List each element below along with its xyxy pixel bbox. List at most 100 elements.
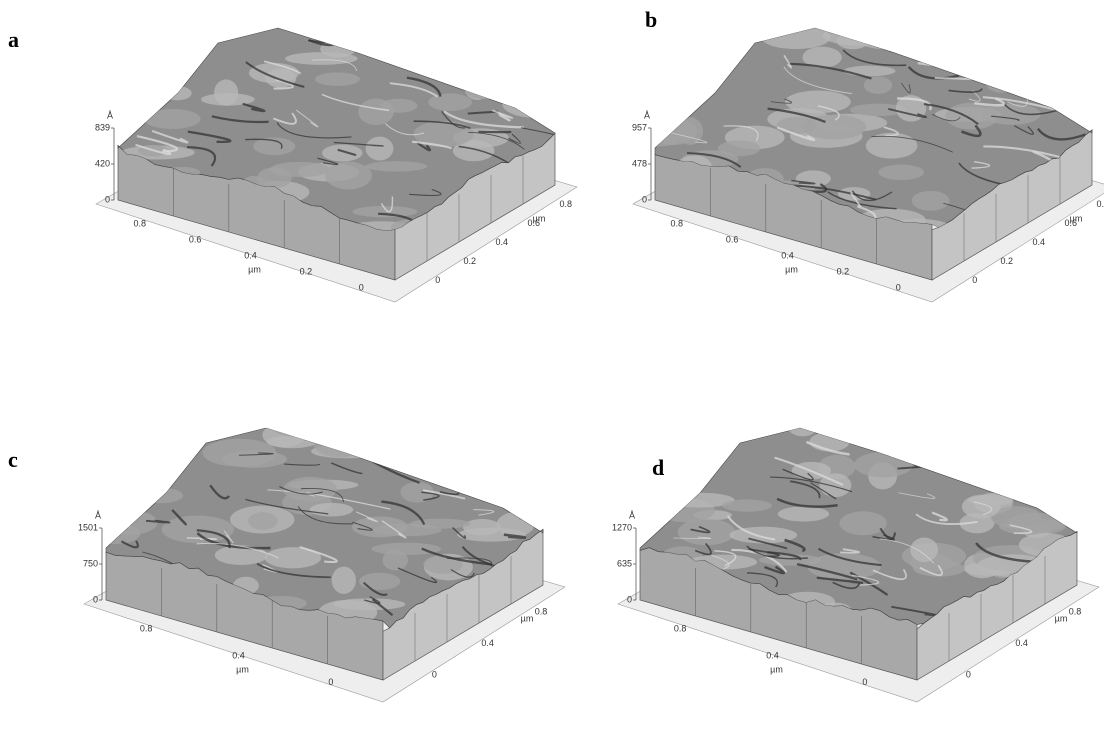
ridge — [468, 131, 525, 150]
ridge — [1055, 499, 1075, 509]
x-tick-label: 0.6 — [189, 234, 202, 244]
ridge — [782, 468, 814, 481]
ridge — [187, 130, 232, 144]
ridge — [767, 551, 802, 561]
ridge — [783, 66, 853, 95]
ridge — [1036, 127, 1086, 141]
highlight — [911, 190, 950, 211]
highlight — [371, 542, 442, 556]
ridge — [796, 562, 858, 581]
z-unit: Å — [644, 110, 650, 120]
ridge — [196, 532, 271, 550]
ridge — [120, 540, 139, 549]
ridge — [879, 538, 935, 564]
highlight — [428, 93, 473, 111]
ridge — [850, 192, 862, 208]
y-tick-label: 0 — [972, 275, 977, 285]
highlight — [854, 452, 913, 478]
ridge — [673, 536, 712, 539]
z-tick-label: 420 — [95, 158, 110, 168]
highlight — [352, 205, 418, 218]
z-tick-label: 0 — [642, 194, 647, 204]
highlight — [985, 73, 1019, 93]
ridge — [416, 141, 432, 152]
highlight — [863, 76, 893, 94]
x-tick-label: 0 — [328, 677, 333, 687]
y-unit: µm — [521, 613, 534, 623]
highlight — [1036, 93, 1092, 105]
ridge — [381, 520, 407, 539]
ridge — [421, 491, 440, 501]
ridge — [242, 102, 266, 113]
highlight — [106, 510, 158, 535]
ridge — [748, 537, 788, 550]
ridge — [362, 581, 388, 596]
ridge — [256, 562, 331, 579]
highlight — [761, 28, 831, 50]
ridge — [333, 141, 384, 147]
y-tick-label: 0 — [435, 275, 440, 285]
ridge — [901, 82, 911, 94]
ridge — [932, 113, 961, 122]
ridge — [136, 135, 178, 153]
panel: Å 957 478 0 0.8 0.6 0.4 0.2 0 µm 0 0.2 0.4 0.6 0.8 µm — [632, 27, 1104, 303]
ridge — [973, 501, 993, 516]
x-unit: µm — [785, 264, 798, 274]
z-tick-label: 0 — [93, 594, 98, 604]
ridge — [1007, 97, 1028, 107]
ridge — [330, 462, 363, 475]
ridge — [687, 152, 742, 168]
ridge — [245, 61, 305, 88]
ridge — [776, 497, 838, 508]
highlight — [257, 167, 292, 189]
x-unit: µm — [248, 264, 261, 274]
highlight — [313, 431, 367, 458]
y-unit: µm — [1070, 213, 1083, 223]
highlight — [722, 499, 772, 512]
ridge — [774, 456, 844, 486]
panel-label: c — [8, 447, 18, 472]
ridge — [789, 480, 821, 499]
highlight — [214, 545, 268, 566]
x-tick-label: 0.4 — [232, 650, 245, 660]
ridge — [263, 60, 302, 75]
highlight — [455, 477, 500, 492]
highlight — [655, 117, 698, 146]
z-tick-label: 478 — [632, 158, 647, 168]
highlight — [802, 114, 867, 140]
surface — [105, 427, 544, 629]
ridge — [337, 148, 357, 156]
z-unit: Å — [629, 510, 635, 520]
highlight — [462, 518, 501, 536]
ridge — [284, 463, 321, 466]
ridge — [714, 550, 737, 567]
z-tick-label: 0 — [105, 194, 110, 204]
highlight — [365, 136, 394, 161]
ridge — [413, 120, 471, 129]
ridge — [817, 547, 882, 567]
ridge — [409, 188, 442, 197]
ridge — [879, 527, 897, 540]
ridge — [389, 82, 439, 98]
ridge — [211, 115, 269, 124]
ridge — [770, 98, 793, 104]
highlight — [465, 84, 510, 100]
highlight — [284, 52, 358, 65]
panel: Å 839 420 0 0.8 0.6 0.4 0.2 0 µm 0 0.2 0.4 0.6 0.8 µm — [95, 27, 578, 303]
ridge — [871, 135, 953, 153]
ridge — [991, 115, 1020, 122]
ridge — [381, 500, 426, 526]
ridge — [931, 511, 948, 522]
ridge — [1003, 103, 1058, 116]
highlight — [309, 502, 354, 517]
ridge — [245, 498, 329, 515]
ridge — [451, 526, 467, 539]
ridge — [187, 146, 217, 167]
ridge — [770, 476, 853, 493]
x-tick-label: 0.2 — [837, 266, 850, 276]
z-unit: Å — [107, 110, 113, 120]
highlight — [520, 91, 555, 119]
ridge — [898, 492, 936, 499]
